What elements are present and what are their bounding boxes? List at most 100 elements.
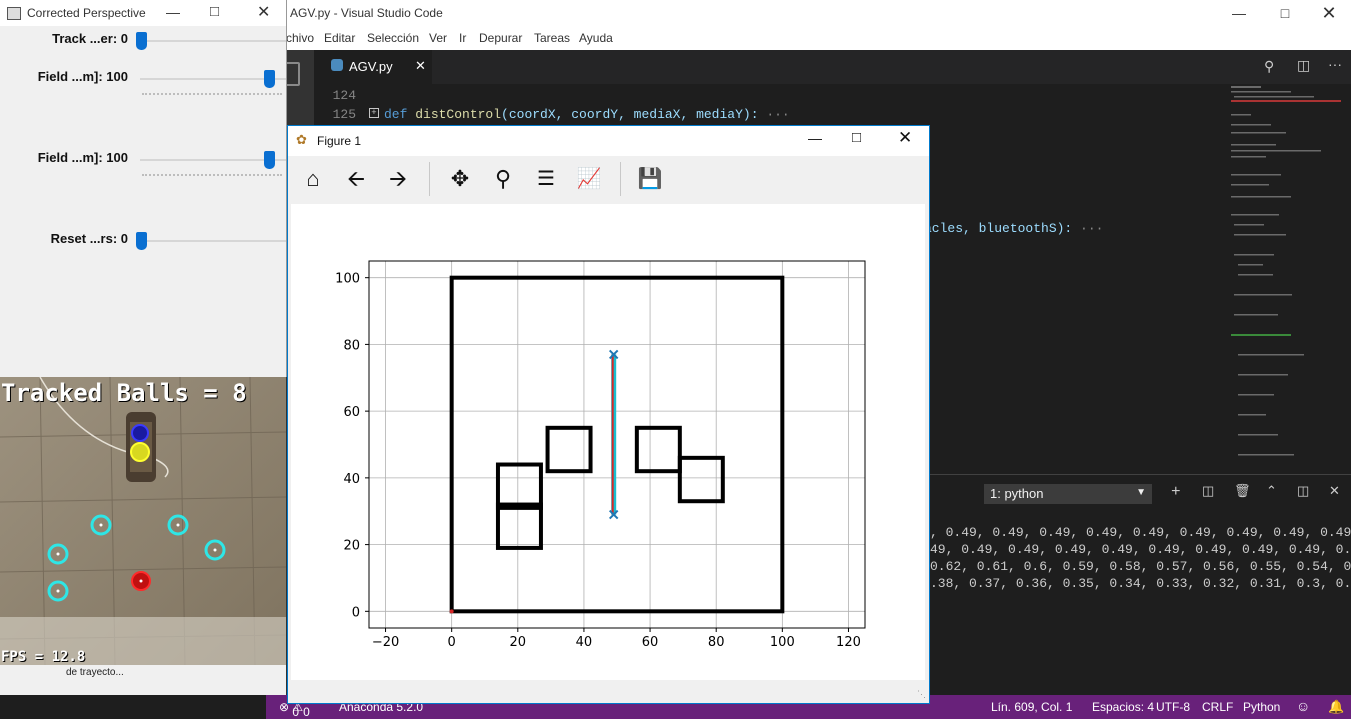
line-number: 125 (332, 107, 356, 122)
minimap-code (1231, 86, 1341, 456)
open-changes-icon[interactable]: ⚲ (1264, 58, 1275, 74)
corrected-perspective-window: Corrected Perspective — □ ✕ Track ...er:… (0, 0, 287, 377)
x-tick-label: 20 (510, 635, 527, 650)
figure-window: ✿ Figure 1 — □ ✕ ⌂ 🡨 🡪 ✥ ⚲ ☰ 📈 💾 −20 0 20 4… (287, 125, 930, 704)
menu-tareas[interactable]: Tareas (534, 31, 571, 45)
vscode-menu-bar: chivo Editar Selección Ver Ir Depurar Ta… (266, 26, 1351, 50)
menu-depurar[interactable]: Depurar (479, 31, 523, 45)
chevron-up-icon[interactable]: ⌃ (1266, 484, 1277, 499)
configure-subplots-icon[interactable]: ☰ (537, 168, 555, 190)
cursor-position[interactable]: Lín. 609, Col. 1 (991, 700, 1073, 714)
figure-title: Figure 1 (317, 134, 362, 148)
tracked-balls-label: Tracked Balls = 8 (1, 379, 247, 407)
trackbar-track[interactable] (140, 78, 286, 80)
camera-feed: Tracked Balls = 8 FPS = 12.8 (0, 377, 286, 665)
minimize-button[interactable]: — (808, 130, 822, 146)
smiley-icon[interactable]: ☺ (1296, 698, 1311, 714)
camera-footer: de trayecto... (0, 665, 286, 695)
keyword: def (384, 107, 408, 122)
split-terminal-icon[interactable]: ◫ (1202, 484, 1215, 499)
y-tick-label: 40 (343, 472, 360, 487)
more-actions-icon[interactable]: ··· (1328, 56, 1342, 72)
tab-agv-py[interactable]: AGV.py ✕ (314, 50, 432, 84)
x-tick-label: 120 (836, 635, 861, 650)
menu-ir[interactable]: Ir (459, 31, 467, 45)
maximize-button[interactable]: □ (1280, 5, 1290, 21)
figure-title-bar: ✿ Figure 1 — □ ✕ (288, 126, 929, 156)
trash-icon[interactable]: 🗑 (1234, 484, 1251, 499)
function-name: distControl (415, 107, 502, 122)
close-panel-icon[interactable]: ✕ (1329, 484, 1340, 499)
bell-icon[interactable]: 🔔 (1328, 699, 1345, 714)
maximize-button[interactable]: □ (852, 129, 862, 146)
close-button[interactable]: ✕ (898, 128, 913, 147)
pan-icon[interactable]: ✥ (450, 166, 470, 191)
minimize-button[interactable]: — (1232, 5, 1246, 21)
minimize-button[interactable]: — (166, 4, 180, 20)
terminal-panel: 1: python ▼ + ◫ 🗑 ⌃ ◫ ✕ , 0.49, 0.49, 0.… (928, 474, 1351, 696)
resize-grip-icon[interactable]: ⋱ (917, 689, 926, 699)
menu-seleccion[interactable]: Selección (367, 31, 420, 45)
close-button[interactable]: ✕ (257, 4, 271, 21)
path-end-marker (608, 349, 619, 360)
cp-title-bar: Corrected Perspective — □ ✕ (0, 0, 286, 26)
trackbar-thumb[interactable] (264, 151, 275, 169)
trackbar-track[interactable] (140, 240, 286, 242)
trail-label: de trayecto... (66, 667, 124, 678)
problems-indicator[interactable]: ⊗ 0 ⚠ 0 (279, 700, 310, 719)
obstacle (545, 425, 593, 474)
fold-icon[interactable]: + (369, 108, 379, 118)
code-line-125: def distControl(coordX, coordY, mediaX, … (384, 107, 790, 122)
save-icon[interactable]: 💾 (637, 168, 663, 190)
x-tick-label: 100 (770, 635, 795, 650)
close-button[interactable]: ✕ (1321, 3, 1337, 23)
toggle-panel-icon[interactable]: ◫ (1297, 484, 1310, 499)
terminal-line: 49, 0.49, 0.49, 0.49, 0.49, 0.49, 0.49, … (930, 542, 1351, 557)
home-icon[interactable]: ⌂ (306, 166, 320, 191)
minimap[interactable] (1228, 84, 1348, 474)
path-start-marker (608, 509, 619, 520)
x-tick-label: 0 (448, 635, 456, 650)
trackbar-label: Reset ...rs: 0 (50, 231, 128, 246)
folded-ellipsis: ··· (766, 107, 790, 122)
obstacle (495, 462, 543, 510)
zoom-icon[interactable]: ⚲ (494, 166, 512, 191)
split-editor-icon[interactable]: ◫ (1297, 57, 1311, 73)
camera-image (0, 377, 286, 665)
trackbar-track[interactable] (140, 159, 286, 161)
y-tick-label: 60 (343, 405, 360, 420)
y-tick-label: 0 (352, 605, 360, 620)
figure-canvas[interactable]: −20 0 20 40 60 80 100 120 0 20 40 60 80 100 (291, 204, 925, 680)
fps-label: FPS = 12.8 (1, 649, 86, 665)
code-line-partial: acles, bluetoothS): ··· (924, 221, 1103, 236)
x-tick-label: 40 (576, 635, 593, 650)
trackbar-ticks (142, 171, 282, 176)
chevron-down-icon: ▼ (1136, 487, 1146, 498)
trackbar-thumb[interactable] (264, 70, 275, 88)
menu-ayuda[interactable]: Ayuda (579, 31, 613, 45)
field-boundary (449, 275, 785, 614)
trackbar-track[interactable] (140, 40, 286, 42)
menu-archivo[interactable]: chivo (286, 31, 315, 45)
close-tab-icon[interactable]: ✕ (415, 58, 426, 73)
menu-editar[interactable]: Editar (324, 31, 356, 45)
obstacle (634, 425, 682, 474)
terminal-line: , 0.49, 0.49, 0.49, 0.49, 0.49, 0.49, 0.… (930, 525, 1351, 540)
new-terminal-icon[interactable]: + (1171, 483, 1181, 501)
editor-tabs: AGV.py ✕ ⚲ ◫ ··· (314, 50, 1351, 84)
encoding[interactable]: UTF-8 (1156, 700, 1190, 714)
forward-arrow-icon[interactable]: 🡪 (389, 166, 407, 191)
indentation[interactable]: Espacios: 4 (1092, 700, 1155, 714)
line-ending[interactable]: CRLF (1202, 700, 1234, 714)
obstacle (495, 502, 543, 550)
terminal-line: 0.62, 0.61, 0.6, 0.59, 0.58, 0.57, 0.56,… (930, 559, 1351, 574)
menu-ver[interactable]: Ver (429, 31, 448, 45)
back-arrow-icon[interactable]: 🡨 (347, 166, 365, 191)
language-mode[interactable]: Python (1243, 700, 1281, 714)
trackbar-label: Field ...m]: 100 (37, 150, 128, 165)
terminal-selector[interactable]: 1: python ▼ (984, 484, 1152, 504)
edit-axes-icon[interactable]: 📈 (576, 168, 602, 190)
maximize-button[interactable]: □ (210, 3, 220, 20)
trackbar-thumb[interactable] (136, 32, 147, 50)
trackbar-thumb[interactable] (136, 232, 147, 250)
